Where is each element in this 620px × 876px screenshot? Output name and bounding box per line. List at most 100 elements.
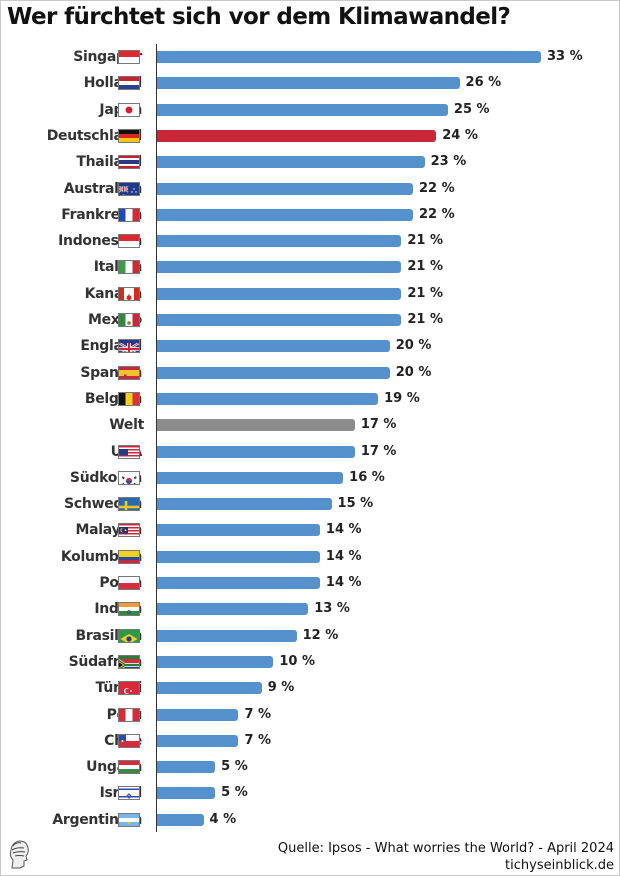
bar xyxy=(157,287,402,300)
value-label: 5 % xyxy=(221,759,248,775)
value-label: 19 % xyxy=(384,390,420,406)
flag-spain-icon xyxy=(118,365,140,380)
flag-argentina-icon xyxy=(118,812,140,827)
flag-chile-icon xyxy=(118,733,140,748)
value-label: 17 % xyxy=(360,443,397,459)
flag-hungary-icon xyxy=(118,760,140,775)
bar-row: Singapur 33 % xyxy=(0,47,620,67)
flag-brazil-icon xyxy=(118,628,140,643)
value-label: 10 % xyxy=(279,653,316,669)
bar-row: Indonesien 21 % xyxy=(0,231,620,251)
flag-italy-icon xyxy=(118,260,140,275)
flag-turkey-icon xyxy=(118,681,140,696)
bar xyxy=(157,813,204,826)
flag-south-korea-icon xyxy=(118,470,140,485)
bar-row: Brasilien 12 % xyxy=(0,626,620,646)
bar-row: Deutschland 24 % xyxy=(0,126,620,146)
bar-row: Frankreich 22 % xyxy=(0,205,620,225)
bar-row: Holland 26 % xyxy=(0,73,620,93)
value-label: 7 % xyxy=(244,732,272,748)
bar xyxy=(157,129,437,142)
bar-row: Indien13 % xyxy=(0,599,620,619)
bar xyxy=(157,655,274,668)
bar xyxy=(157,314,402,326)
bar xyxy=(157,340,390,353)
flag-france-icon xyxy=(118,207,140,222)
flag-belgium-icon xyxy=(118,391,140,406)
source-note: Quelle: Ipsos - What worries the World? … xyxy=(278,840,614,874)
value-label: 21 % xyxy=(407,233,444,249)
value-label: 12 % xyxy=(302,627,339,643)
value-label: 15 % xyxy=(337,496,374,512)
value-label: 7 % xyxy=(244,706,272,722)
bar xyxy=(157,235,402,248)
value-label: 14 % xyxy=(325,522,362,538)
bar-row: Israel5 % xyxy=(0,783,620,803)
bar-row: Thailand 23 % xyxy=(0,152,620,172)
bar xyxy=(157,734,239,747)
flag-colombia-icon xyxy=(118,549,140,564)
value-label: 22 % xyxy=(419,180,455,196)
bar-row: Türkei9 % xyxy=(0,678,620,698)
bar-row: Kanada 21 % xyxy=(0,284,620,304)
flag-japan-icon xyxy=(118,102,140,117)
value-label: 20 % xyxy=(395,338,432,354)
bar-row: Australien 22 % xyxy=(0,179,620,199)
y-axis-line xyxy=(156,44,157,832)
bar xyxy=(157,366,390,379)
value-label: 21 % xyxy=(407,285,444,301)
flag-canada-icon xyxy=(118,286,140,301)
bar-row: Kolumbien 14 % xyxy=(0,547,620,567)
bar-row: Argentinien 4 % xyxy=(0,810,620,830)
flag-mexico-icon xyxy=(118,313,140,327)
bar-row: Belgien 19 % xyxy=(0,389,620,409)
bar xyxy=(157,156,425,169)
bar xyxy=(157,392,379,405)
bar xyxy=(157,708,239,721)
bar-row: Welt 17 % xyxy=(0,415,620,435)
bar-row: Polen14 % xyxy=(0,573,620,593)
bar-row: Malaysia 14 % xyxy=(0,520,620,540)
value-label: 23 % xyxy=(430,154,467,170)
flag-thailand-icon xyxy=(118,155,140,170)
site-name: tichyseinblick.de xyxy=(505,858,614,873)
bar xyxy=(157,682,262,695)
flag-germany-icon xyxy=(118,128,140,143)
bar xyxy=(157,208,413,221)
flag-australia-icon xyxy=(118,181,140,196)
bar xyxy=(157,103,448,116)
logo-icon xyxy=(6,838,32,874)
bar-row: Südafrika 10 % xyxy=(0,652,620,672)
flag-uk-icon xyxy=(118,339,140,354)
value-label: 33 % xyxy=(547,49,583,64)
flag-india-icon xyxy=(118,602,140,617)
value-label: 13 % xyxy=(314,601,350,617)
bar xyxy=(157,761,216,774)
value-label: 21 % xyxy=(407,312,444,327)
value-label: 25 % xyxy=(453,101,490,117)
flag-sweden-icon xyxy=(118,497,140,512)
bar-row: Japan25 % xyxy=(0,100,620,120)
bar-row: Peru7 % xyxy=(0,705,620,725)
bar xyxy=(157,261,402,274)
value-label: 5 % xyxy=(221,785,248,801)
bar-row: England 20 % xyxy=(0,336,620,356)
value-label: 21 % xyxy=(407,259,444,275)
flag-singapore-icon xyxy=(118,50,140,64)
bar-row: Italien21 % xyxy=(0,257,620,277)
bar xyxy=(157,524,320,537)
flag-netherlands-icon xyxy=(118,76,140,91)
flag-peru-icon xyxy=(118,707,140,722)
bar-row: Südkorea 16 % xyxy=(0,468,620,488)
bar-row: Schweden 15 % xyxy=(0,494,620,514)
bar xyxy=(157,419,355,432)
value-label: 20 % xyxy=(395,364,432,380)
value-label: 26 % xyxy=(465,75,502,91)
bar-row: Ungarn 5 % xyxy=(0,757,620,777)
source-text: Quelle: Ipsos - What worries the World? … xyxy=(277,841,614,856)
value-label: 17 % xyxy=(360,417,397,433)
bar xyxy=(157,629,297,642)
bar xyxy=(157,498,332,511)
bar xyxy=(157,182,413,195)
value-label: 9 % xyxy=(267,680,295,696)
